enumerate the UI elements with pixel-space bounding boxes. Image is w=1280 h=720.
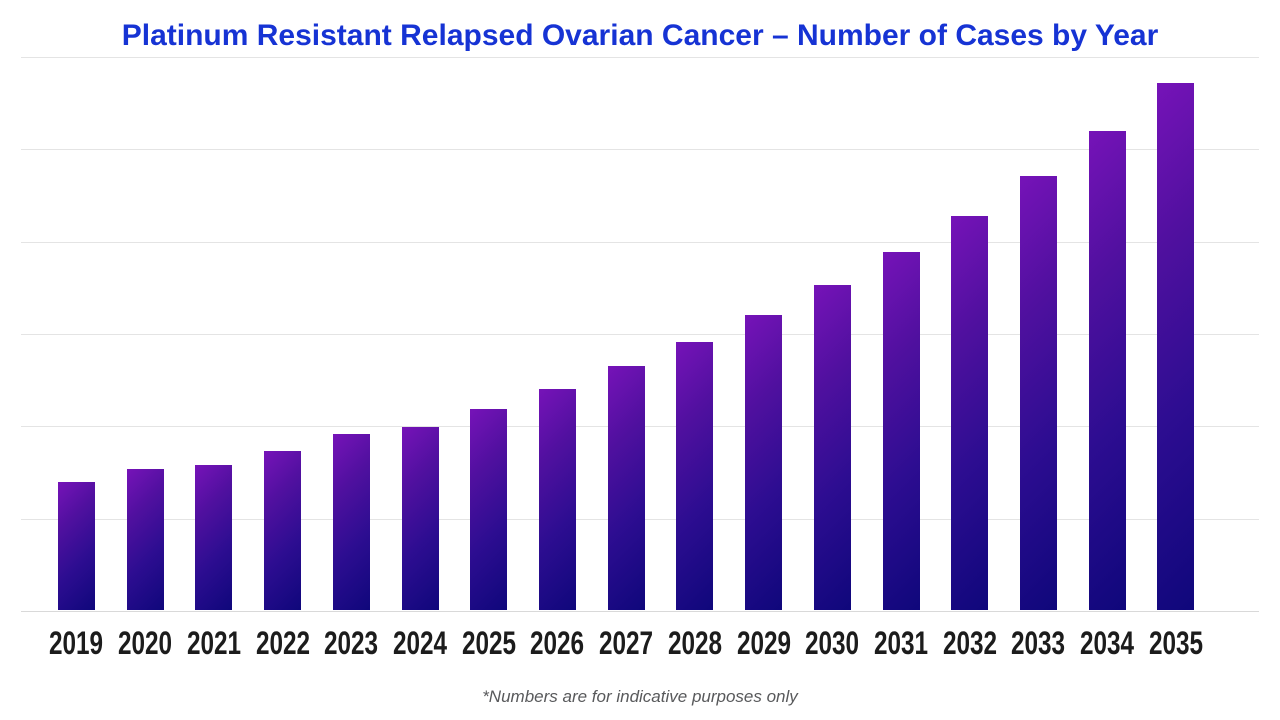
x-axis-label-2034: 2034: [1080, 625, 1135, 661]
x-axis-label-2025: 2025: [461, 625, 516, 661]
x-axis-label-2022: 2022: [255, 625, 310, 661]
bar-2028[interactable]: [676, 342, 714, 610]
bar-2026[interactable]: [538, 389, 576, 610]
chart-footnote: *Numbers are for indicative purposes onl…: [482, 687, 798, 706]
x-axis-label-2027: 2027: [599, 625, 654, 661]
bar-2034[interactable]: [1088, 130, 1126, 610]
gridline: [21, 57, 1259, 58]
x-axis-label-2024: 2024: [392, 625, 448, 661]
bar-2021[interactable]: [195, 465, 233, 610]
bar-2019[interactable]: [57, 481, 95, 610]
bar-2022[interactable]: [264, 451, 302, 610]
x-axis-label-2020: 2020: [118, 625, 173, 661]
x-axis-label-2035: 2035: [1148, 625, 1203, 661]
chart-title: Platinum Resistant Relapsed Ovarian Canc…: [121, 19, 1159, 52]
x-axis-label-2023: 2023: [324, 625, 379, 661]
bar-2024[interactable]: [401, 427, 439, 610]
bar-2020[interactable]: [126, 468, 164, 610]
x-axis-label-2028: 2028: [667, 625, 722, 661]
bar-2023[interactable]: [332, 433, 370, 610]
gridline: [21, 334, 1259, 335]
x-axis-label-2033: 2033: [1011, 625, 1066, 661]
x-axis-label-2026: 2026: [530, 625, 585, 661]
bar-2030[interactable]: [813, 285, 851, 610]
gridline: [21, 241, 1259, 243]
bar-2029[interactable]: [745, 314, 783, 610]
x-axis-label-2030: 2030: [805, 625, 860, 661]
bar-2033[interactable]: [1019, 176, 1057, 610]
x-axis-label-2032: 2032: [942, 625, 997, 661]
bar-2032[interactable]: [951, 215, 989, 610]
bar-2025[interactable]: [470, 408, 508, 610]
plot-area: [21, 57, 1259, 612]
x-axis-label-2019: 2019: [49, 625, 104, 661]
x-axis-label-2031: 2031: [873, 625, 929, 661]
x-axis-line: [21, 611, 1259, 612]
gridline: [21, 149, 1259, 151]
bar-2031[interactable]: [882, 251, 920, 610]
bar-2027[interactable]: [607, 366, 645, 610]
x-axis-label-2021: 2021: [186, 625, 241, 661]
bar-2035[interactable]: [1157, 82, 1195, 610]
x-axis-label-2029: 2029: [736, 625, 791, 661]
